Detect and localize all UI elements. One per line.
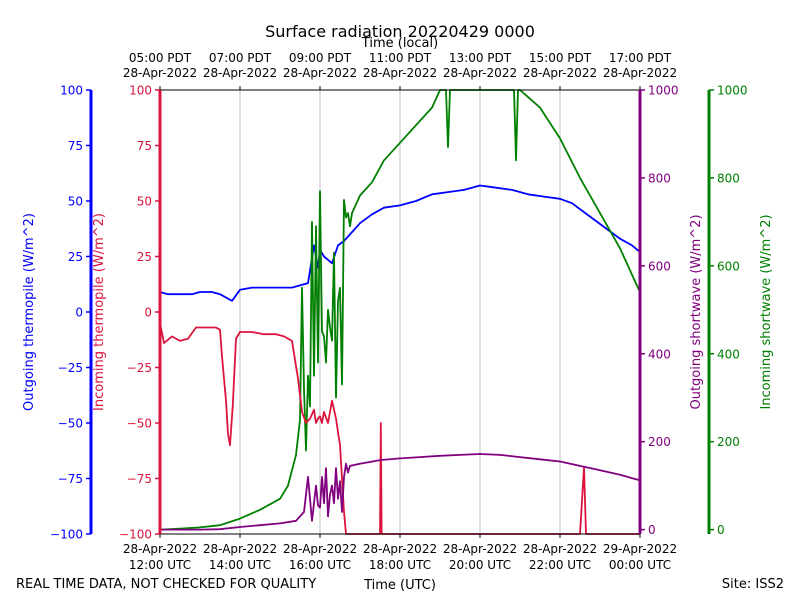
x-tick-time: 16:00 UTC [289, 558, 351, 572]
y-tick-label: 200 [717, 435, 740, 449]
y-tick-label: 600 [717, 259, 740, 273]
top-tick-time: 13:00 PDT [449, 51, 512, 65]
top-tick-time: 09:00 PDT [289, 51, 352, 65]
y-tick-label: 100 [60, 84, 83, 98]
chart-title: Surface radiation 20220429 0000 [265, 22, 535, 41]
top-tick-date: 28-Apr-2022 [363, 66, 437, 80]
y-tick-label: −25 [127, 361, 152, 375]
y-tick-label: 75 [137, 139, 152, 153]
top-tick-time: 07:00 PDT [209, 51, 272, 65]
x-tick-time: 22:00 UTC [529, 558, 591, 572]
x-tick-date: 28-Apr-2022 [443, 542, 517, 556]
x-tick-date: 28-Apr-2022 [123, 542, 197, 556]
y-tick-label: −75 [127, 472, 152, 486]
y-tick-label: 600 [648, 259, 671, 273]
x-tick-time: 12:00 UTC [129, 558, 191, 572]
y-tick-label: 0 [144, 306, 152, 320]
top-tick-date: 28-Apr-2022 [523, 66, 597, 80]
y-tick-label: 0 [717, 523, 725, 537]
y-tick-label: 25 [68, 250, 83, 264]
y-tick-label: 1000 [717, 84, 748, 98]
top-tick-time: 05:00 PDT [129, 51, 192, 65]
y-tick-label: −100 [119, 528, 152, 542]
x-axis-label: Time (UTC) [363, 578, 436, 593]
top-tick-date: 28-Apr-2022 [603, 66, 677, 80]
top-tick-date: 28-Apr-2022 [283, 66, 357, 80]
y-tick-label: −100 [50, 528, 83, 542]
y-tick-label: 50 [68, 195, 83, 209]
y-tick-label: 800 [717, 171, 740, 185]
y-tick-label: −75 [58, 472, 83, 486]
y-label-outgoing-thermopile: Outgoing thermopile (W/m^2) [22, 213, 37, 411]
footer-quality-note: REAL TIME DATA, NOT CHECKED FOR QUALITY [16, 577, 316, 592]
gridlines [159, 90, 641, 534]
x-tick-date: 28-Apr-2022 [363, 542, 437, 556]
x-tick-date: 29-Apr-2022 [603, 542, 677, 556]
top-tick-time: 15:00 PDT [529, 51, 592, 65]
footer-site: Site: ISS2 [722, 577, 784, 592]
y-tick-label: 1000 [648, 84, 679, 98]
x-tick-date: 28-Apr-2022 [283, 542, 357, 556]
y-tick-label: 0 [648, 523, 656, 537]
top-tick-time: 17:00 PDT [609, 51, 672, 65]
x-tick-time: 14:00 UTC [209, 558, 271, 572]
axes-layer: 100 75 50 25 0 −25 −50 −75 −100 100 75 50 25 0 −25 −50 −… [50, 84, 748, 542]
tick-layer: 28-Apr-2022 12:00 UTC 28-Apr-2022 14:00 UTC… [123, 51, 677, 572]
y-tick-label: −25 [58, 361, 83, 375]
y-label-incoming-shortwave: Incoming shortwave (W/m^2) [759, 214, 774, 409]
top-tick-date: 28-Apr-2022 [443, 66, 517, 80]
y-tick-label: 25 [137, 250, 152, 264]
top-tick-date: 28-Apr-2022 [203, 66, 277, 80]
x-tick-time: 00:00 UTC [609, 558, 671, 572]
x-tick-date: 28-Apr-2022 [523, 542, 597, 556]
top-tick-date: 28-Apr-2022 [123, 66, 197, 80]
top-tick-time: 11:00 PDT [369, 51, 432, 65]
y-tick-label: 0 [75, 306, 83, 320]
y-tick-label: 800 [648, 171, 671, 185]
y-tick-label: 50 [137, 195, 152, 209]
y-tick-label: 400 [717, 347, 740, 361]
x-tick-time: 18:00 UTC [369, 558, 431, 572]
y-tick-label: −50 [58, 417, 83, 431]
y-tick-label: 100 [129, 84, 152, 98]
y-tick-label: 200 [648, 435, 671, 449]
series-line-outgoing-shortwave [160, 453, 641, 531]
y-label-incoming-thermopile: Incoming thermopile (W/m^2) [92, 213, 107, 411]
x-tick-time: 20:00 UTC [449, 558, 511, 572]
y-tick-label: −50 [127, 417, 152, 431]
y-label-outgoing-shortwave: Outgoing shortwave (W/m^2) [689, 214, 704, 409]
y-tick-label: 75 [68, 139, 83, 153]
x-tick-date: 28-Apr-2022 [203, 542, 277, 556]
y-tick-label: 400 [648, 347, 671, 361]
top-axis-label: Time (local) [361, 36, 438, 51]
